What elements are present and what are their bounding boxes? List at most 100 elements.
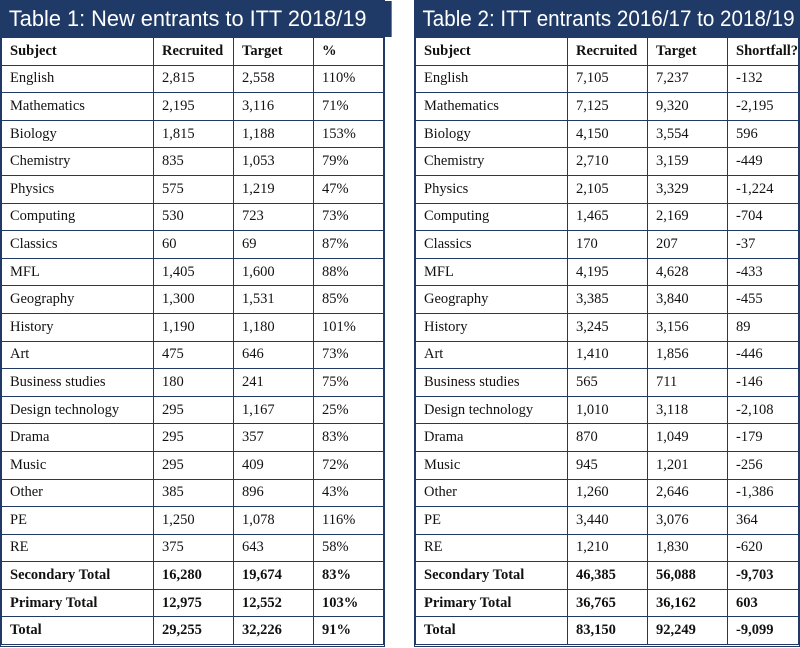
total-row: Primary Total 12,975 12,552 103% xyxy=(1,588,384,618)
target-cell: 1,188 xyxy=(233,119,314,149)
target-cell: 4,628 xyxy=(647,257,728,287)
table-row: Music 945 1,201 -256 xyxy=(415,450,799,480)
recruited-cell: 2,815 xyxy=(153,64,234,94)
recruited-cell: 295 xyxy=(153,423,234,452)
subject-cell: Chemistry xyxy=(415,147,568,176)
total-row: Secondary Total 46,385 56,088 -9,703 xyxy=(415,561,799,590)
table-row: Physics 575 1,219 47% xyxy=(1,174,384,204)
column-header-shortfall: Shortfall? xyxy=(727,37,799,66)
target-cell: 1,167 xyxy=(233,395,314,425)
total-row: Total 29,255 32,226 91% xyxy=(1,616,384,646)
target-cell: 1,180 xyxy=(233,312,314,342)
subject-cell: Computing xyxy=(1,202,154,232)
recruited-cell: 83,150 xyxy=(567,616,648,646)
percent-cell: 116% xyxy=(313,506,384,535)
subject-cell: Biology xyxy=(1,119,154,149)
target-cell: 646 xyxy=(233,340,314,370)
shortfall-cell: -256 xyxy=(727,450,799,480)
percent-cell: 153% xyxy=(313,119,384,149)
recruited-cell: 4,150 xyxy=(567,119,648,149)
recruited-cell: 4,195 xyxy=(567,257,648,287)
target-cell: 3,156 xyxy=(647,312,728,342)
target-cell: 1,856 xyxy=(647,340,728,370)
shortfall-cell: 603 xyxy=(727,588,799,618)
subject-cell: Classics xyxy=(1,230,154,259)
subject-cell: Art xyxy=(1,340,154,370)
percent-cell: 87% xyxy=(313,230,384,259)
column-header-subject: Subject xyxy=(415,37,568,66)
shortfall-cell: 596 xyxy=(727,119,799,149)
table-1-panel: Table 1: New entrants to ITT 2018/19 Sub… xyxy=(0,0,392,647)
subject-cell: Geography xyxy=(1,285,154,314)
percent-cell: 73% xyxy=(313,340,384,370)
subject-cell: Mathematics xyxy=(415,92,568,121)
percent-cell: 79% xyxy=(313,147,384,176)
target-cell: 1,830 xyxy=(647,533,728,563)
shortfall-cell: -132 xyxy=(727,64,799,94)
recruited-cell: 835 xyxy=(153,147,234,176)
target-cell: 3,118 xyxy=(647,395,728,425)
subject-cell: Primary Total xyxy=(415,588,568,618)
recruited-cell: 1,190 xyxy=(153,312,234,342)
recruited-cell: 945 xyxy=(567,450,648,480)
recruited-cell: 475 xyxy=(153,340,234,370)
shortfall-cell: -2,108 xyxy=(727,395,799,425)
percent-cell: 103% xyxy=(313,588,384,618)
total-row: Secondary Total 16,280 19,674 83% xyxy=(1,561,384,590)
target-cell: 19,674 xyxy=(233,561,314,590)
table-row: Drama 295 357 83% xyxy=(1,423,384,452)
subject-cell: Other xyxy=(415,478,568,508)
subject-cell: RE xyxy=(415,533,568,563)
target-cell: 2,646 xyxy=(647,478,728,508)
target-cell: 1,600 xyxy=(233,257,314,287)
recruited-cell: 2,195 xyxy=(153,92,234,121)
target-cell: 36,162 xyxy=(647,588,728,618)
target-cell: 357 xyxy=(233,423,314,452)
table-row: History 1,190 1,180 101% xyxy=(1,312,384,342)
target-cell: 7,237 xyxy=(647,64,728,94)
table-1-header-row: Subject Recruited Target % xyxy=(1,37,384,66)
target-cell: 3,159 xyxy=(647,147,728,176)
subject-cell: Design technology xyxy=(415,395,568,425)
table-row: Other 385 896 43% xyxy=(1,478,384,508)
table-row: Classics 60 69 87% xyxy=(1,230,384,259)
percent-cell: 101% xyxy=(313,312,384,342)
recruited-cell: 375 xyxy=(153,533,234,563)
column-header-subject: Subject xyxy=(1,37,154,66)
target-cell: 3,329 xyxy=(647,174,728,204)
table-row: Geography 3,385 3,840 -455 xyxy=(415,285,799,314)
target-cell: 241 xyxy=(233,368,314,397)
table-row: Music 295 409 72% xyxy=(1,450,384,480)
percent-cell: 73% xyxy=(313,202,384,232)
table-row: RE 1,210 1,830 -620 xyxy=(415,533,799,563)
column-header-recruited: Recruited xyxy=(567,37,648,66)
recruited-cell: 1,300 xyxy=(153,285,234,314)
recruited-cell: 1,210 xyxy=(567,533,648,563)
recruited-cell: 60 xyxy=(153,230,234,259)
recruited-cell: 1,410 xyxy=(567,340,648,370)
recruited-cell: 170 xyxy=(567,230,648,259)
subject-cell: History xyxy=(415,312,568,342)
target-cell: 32,226 xyxy=(233,616,314,646)
subject-cell: Total xyxy=(1,616,154,646)
table-row: Design technology 1,010 3,118 -2,108 xyxy=(415,395,799,425)
table-row: English 7,105 7,237 -132 xyxy=(415,64,799,94)
table-row: Geography 1,300 1,531 85% xyxy=(1,285,384,314)
target-cell: 1,049 xyxy=(647,423,728,452)
percent-cell: 85% xyxy=(313,285,384,314)
subject-cell: Mathematics xyxy=(1,92,154,121)
shortfall-cell: -620 xyxy=(727,533,799,563)
subject-cell: Design technology xyxy=(1,395,154,425)
table-2-title: Table 2: ITT entrants 2016/17 to 2018/19 xyxy=(415,1,800,37)
recruited-cell: 1,815 xyxy=(153,119,234,149)
subject-cell: Primary Total xyxy=(1,588,154,618)
subject-cell: Geography xyxy=(415,285,568,314)
recruited-cell: 575 xyxy=(153,174,234,204)
subject-cell: RE xyxy=(1,533,154,563)
subject-cell: PE xyxy=(1,506,154,535)
target-cell: 56,088 xyxy=(647,561,728,590)
subject-cell: Chemistry xyxy=(1,147,154,176)
subject-cell: Biology xyxy=(415,119,568,149)
recruited-cell: 530 xyxy=(153,202,234,232)
percent-cell: 75% xyxy=(313,368,384,397)
